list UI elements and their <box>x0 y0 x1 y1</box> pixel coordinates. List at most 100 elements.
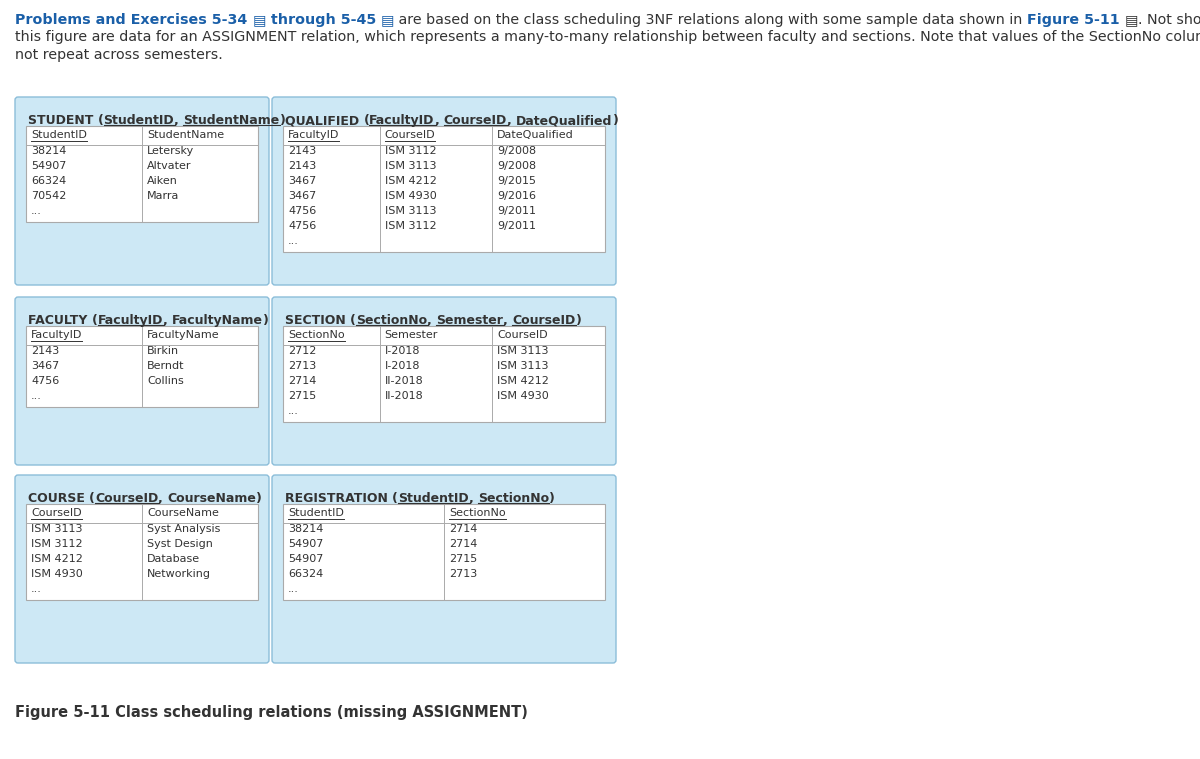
Text: II-2018: II-2018 <box>385 376 424 386</box>
Text: CourseID: CourseID <box>95 492 158 505</box>
Text: ,: , <box>469 492 478 505</box>
Text: CourseName: CourseName <box>168 492 257 505</box>
Bar <box>283 326 605 422</box>
Text: Networking: Networking <box>148 569 211 579</box>
Text: ▤: ▤ <box>382 13 395 27</box>
Text: ,: , <box>427 314 437 327</box>
Text: ▤: ▤ <box>1124 13 1138 27</box>
Text: FacultyName: FacultyName <box>172 314 263 327</box>
Text: ISM 4930: ISM 4930 <box>31 569 83 579</box>
Text: Marra: Marra <box>148 191 179 201</box>
Text: I-2018: I-2018 <box>385 361 420 371</box>
Text: 9/2011: 9/2011 <box>497 221 536 231</box>
Text: ...: ... <box>288 584 299 594</box>
Text: Figure 5-11: Figure 5-11 <box>1027 13 1120 27</box>
Text: 4756: 4756 <box>31 376 59 386</box>
Text: ISM 3112: ISM 3112 <box>385 146 437 156</box>
Text: 70542: 70542 <box>31 191 66 201</box>
Text: Semester: Semester <box>385 330 438 340</box>
Text: 54907: 54907 <box>288 554 323 564</box>
Text: ...: ... <box>31 391 42 401</box>
FancyBboxPatch shape <box>272 475 616 663</box>
Text: are based on the class scheduling 3NF relations along with some sample data show: are based on the class scheduling 3NF re… <box>395 13 1027 27</box>
Text: (: ( <box>91 314 97 327</box>
Text: ISM 3112: ISM 3112 <box>385 221 437 231</box>
Text: 66324: 66324 <box>31 176 66 186</box>
Text: Figure 5-11 Class scheduling relations (missing ASSIGNMENT): Figure 5-11 Class scheduling relations (… <box>14 705 528 720</box>
Text: this figure are data for an ASSIGNMENT relation, which represents a many-to-many: this figure are data for an ASSIGNMENT r… <box>14 30 1200 45</box>
Text: FacultyID: FacultyID <box>288 130 340 140</box>
Text: 38214: 38214 <box>31 146 66 156</box>
Text: 3467: 3467 <box>288 191 317 201</box>
Text: 54907: 54907 <box>31 161 66 171</box>
Text: StudentName: StudentName <box>148 130 224 140</box>
Text: Birkin: Birkin <box>148 346 179 356</box>
Text: ,: , <box>163 314 172 327</box>
Text: SectionNo: SectionNo <box>356 314 427 327</box>
Text: (: ( <box>392 492 398 505</box>
Text: 2715: 2715 <box>288 391 317 401</box>
Text: 9/2015: 9/2015 <box>497 176 536 186</box>
Text: 3467: 3467 <box>31 361 59 371</box>
Text: ): ) <box>613 114 618 127</box>
Text: CourseID: CourseID <box>512 314 576 327</box>
Text: ,: , <box>158 492 168 505</box>
FancyBboxPatch shape <box>272 297 616 465</box>
Text: Aiken: Aiken <box>148 176 178 186</box>
FancyBboxPatch shape <box>14 297 269 465</box>
Text: Collins: Collins <box>148 376 184 386</box>
Bar <box>26 326 258 407</box>
Text: ,: , <box>174 114 184 127</box>
Bar <box>26 126 258 222</box>
Text: ,: , <box>503 314 512 327</box>
Text: Semester: Semester <box>437 314 503 327</box>
Text: Altvater: Altvater <box>148 161 192 171</box>
Text: Berndt: Berndt <box>148 361 185 371</box>
Text: ISM 3113: ISM 3113 <box>385 206 436 216</box>
Bar <box>283 126 605 252</box>
Text: 54907: 54907 <box>288 539 323 549</box>
Text: I-2018: I-2018 <box>385 346 420 356</box>
Text: ): ) <box>550 492 554 505</box>
Text: 9/2016: 9/2016 <box>497 191 536 201</box>
Text: SectionNo: SectionNo <box>478 492 550 505</box>
Bar <box>26 504 258 600</box>
Text: CourseID: CourseID <box>385 130 436 140</box>
Text: SECTION: SECTION <box>286 314 350 327</box>
Text: . Not shown in: . Not shown in <box>1138 13 1200 27</box>
Text: 4756: 4756 <box>288 221 317 231</box>
Text: Syst Analysis: Syst Analysis <box>148 524 221 534</box>
Text: ,: , <box>508 114 516 127</box>
Text: ISM 4212: ISM 4212 <box>31 554 83 564</box>
Text: (: ( <box>89 492 95 505</box>
Text: ISM 3113: ISM 3113 <box>31 524 83 534</box>
Text: 2715: 2715 <box>449 554 478 564</box>
Text: FacultyID: FacultyID <box>370 114 434 127</box>
Text: COURSE: COURSE <box>28 492 89 505</box>
Text: CourseID: CourseID <box>497 330 548 340</box>
Text: ...: ... <box>288 406 299 416</box>
Text: StudentID: StudentID <box>103 114 174 127</box>
Text: SectionNo: SectionNo <box>449 508 505 518</box>
FancyBboxPatch shape <box>272 97 616 285</box>
Text: ): ) <box>576 314 581 327</box>
Text: StudentID: StudentID <box>31 130 86 140</box>
Text: ISM 4930: ISM 4930 <box>385 191 437 201</box>
Text: 4756: 4756 <box>288 206 317 216</box>
Text: 2714: 2714 <box>288 376 317 386</box>
Text: through 5-45: through 5-45 <box>265 13 382 27</box>
Text: ISM 3113: ISM 3113 <box>497 361 548 371</box>
Text: STUDENT: STUDENT <box>28 114 97 127</box>
Text: 2713: 2713 <box>449 569 478 579</box>
Text: (: ( <box>364 114 370 127</box>
Text: CourseID: CourseID <box>31 508 82 518</box>
Text: 9/2011: 9/2011 <box>497 206 536 216</box>
Text: StudentID: StudentID <box>398 492 469 505</box>
Text: ISM 3113: ISM 3113 <box>385 161 436 171</box>
Text: ...: ... <box>31 584 42 594</box>
Text: 2713: 2713 <box>288 361 317 371</box>
FancyBboxPatch shape <box>14 475 269 663</box>
Text: CourseID: CourseID <box>444 114 508 127</box>
Text: ,: , <box>434 114 444 127</box>
Text: Letersky: Letersky <box>148 146 194 156</box>
